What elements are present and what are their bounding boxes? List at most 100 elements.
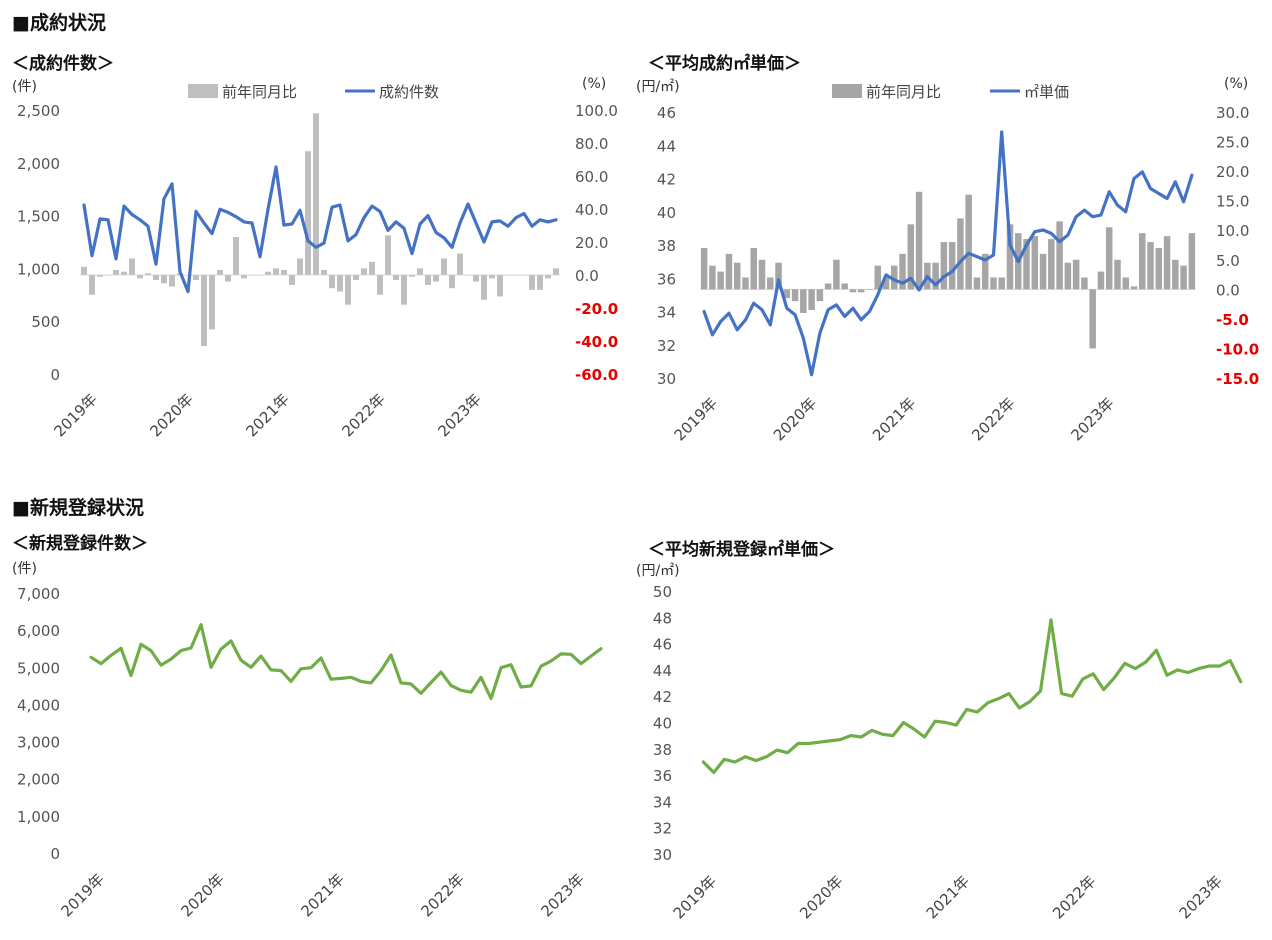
registration-count-left-tick: 2,000 xyxy=(17,771,60,789)
contract-price-bar xyxy=(758,259,766,290)
contract-price-bar xyxy=(915,191,923,290)
contract-price-bar xyxy=(816,289,824,302)
contract-count-bar xyxy=(233,237,239,275)
contract-count-legend-label: 前年同月比 xyxy=(222,83,297,101)
contract-price-bar xyxy=(899,253,906,290)
contract-price-right-tick: 15.0 xyxy=(1216,193,1249,211)
registration-price-left-tick: 34 xyxy=(653,793,672,811)
registration-price-left-tick: 44 xyxy=(653,662,672,680)
registration-price-left-tick: 38 xyxy=(653,741,672,759)
contract-price-bar xyxy=(742,277,749,290)
contract-price-bar xyxy=(866,289,873,290)
contract-price-bar xyxy=(857,289,865,293)
contract-price-bar xyxy=(1130,286,1138,290)
section-title-contracts: ■成約状況 xyxy=(12,12,106,34)
contract-count-bar xyxy=(321,270,327,275)
contract-price-left-tick: 42 xyxy=(657,171,676,189)
registration-count-line-series xyxy=(89,622,603,701)
contract-count-x-label: 2021年 xyxy=(242,390,292,440)
contract-price-x-label: 2023年 xyxy=(1067,394,1117,444)
contract-count-bar xyxy=(121,271,127,275)
contract-price-title: ＜平均成約㎡単価＞ xyxy=(648,54,801,74)
contract-count-line-series xyxy=(82,165,558,294)
contract-price-bar xyxy=(775,262,782,290)
contract-count-left-tick: 1,000 xyxy=(17,260,60,278)
contract-count-right-tick: 60.0 xyxy=(575,168,608,186)
registration-price-chart: 30 32 34 36 38 40 42 44 46 48 50 2019年 2020年 2021年 202… xyxy=(653,583,1243,922)
contract-count-bar xyxy=(545,275,551,279)
contract-count-bar xyxy=(433,275,439,282)
contract-count-bar xyxy=(505,275,511,276)
contract-count-bar xyxy=(129,258,135,275)
contract-price-bar xyxy=(891,265,898,290)
contract-count-left-tick: 500 xyxy=(31,313,60,331)
contract-price-bar xyxy=(800,289,807,313)
contract-price-right-tick: 25.0 xyxy=(1216,134,1249,152)
contract-count-x-label: 2023年 xyxy=(434,390,484,440)
contract-count-right-tick: 100.0 xyxy=(575,102,618,120)
registration-count-left-tick: 7,000 xyxy=(17,585,60,603)
contract-count-bar xyxy=(185,275,191,276)
contract-count-title: ＜成約件数＞ xyxy=(12,54,114,74)
contract-count-left-tick: 1,500 xyxy=(17,208,60,226)
contract-price-left-tick: 40 xyxy=(657,204,676,222)
contract-price-bar xyxy=(849,289,857,293)
registration-count-x-label: 2021年 xyxy=(297,870,347,920)
contract-price-bar xyxy=(1163,236,1171,290)
contract-count-bar xyxy=(513,275,519,276)
contract-count-bar xyxy=(361,268,367,275)
contract-count-bar xyxy=(441,258,447,275)
contract-count-right-tick: -20.0 xyxy=(575,300,618,318)
contract-count-bar xyxy=(369,261,375,275)
contract-price-bar xyxy=(1139,233,1146,290)
contract-count-bar xyxy=(225,275,231,282)
contract-price-bar xyxy=(750,247,757,290)
registration-price-left-tick: 42 xyxy=(653,688,672,706)
contract-count-bar xyxy=(113,270,119,275)
contract-price-bar xyxy=(932,262,939,290)
contract-price-bar xyxy=(957,218,964,290)
contract-count-left-tick: 0 xyxy=(50,366,60,384)
contract-price-bar xyxy=(973,277,981,290)
contract-price-chart: 30 32 34 36 38 40 42 44 46 -15.0 -10.0 -5.0 0.0 5.0 10… xyxy=(657,83,1259,444)
contract-count-legend-bar-swatch xyxy=(188,84,218,98)
registration-count-chart: 0 1,000 2,000 3,000 4,000 5,000 6,000 7,000 2019… xyxy=(17,585,603,920)
contract-count-bar xyxy=(81,266,87,275)
contract-price-x-label: 2022年 xyxy=(968,394,1018,444)
contract-price-bar xyxy=(1147,242,1154,290)
contract-count-bar xyxy=(425,275,431,285)
contract-count-bar xyxy=(497,275,503,297)
contract-price-bar xyxy=(1023,239,1030,290)
contract-count-bar xyxy=(409,275,415,277)
contract-count-bar xyxy=(161,275,167,284)
contract-price-bar xyxy=(1114,259,1121,290)
contract-count-bar xyxy=(137,275,143,279)
contract-price-left-unit: (円/㎡) xyxy=(636,79,680,95)
contract-price-right-unit: (%) xyxy=(1224,76,1249,92)
contract-price-right-tick: 5.0 xyxy=(1216,252,1240,270)
registration-count-x-label: 2022年 xyxy=(417,870,467,920)
contract-price-bar xyxy=(874,265,881,290)
contract-price-bar xyxy=(940,242,948,290)
contract-price-bar xyxy=(808,289,815,311)
contract-count-bar xyxy=(473,275,479,282)
contract-price-bar xyxy=(791,289,799,302)
contract-count-bar xyxy=(97,275,103,277)
registration-price-line-series xyxy=(701,618,1243,775)
contract-price-left-tick: 38 xyxy=(657,237,676,255)
contract-count-bar xyxy=(553,268,559,275)
registration-count-left-tick: 5,000 xyxy=(17,659,60,677)
contract-count-left-tick: 2,000 xyxy=(17,155,60,173)
contract-count-bar xyxy=(449,275,455,289)
contract-price-right-tick: -5.0 xyxy=(1216,311,1249,329)
contract-price-bar xyxy=(833,259,840,290)
contract-count-right-tick: 0.0 xyxy=(575,267,599,285)
contract-price-x-label: 2021年 xyxy=(869,394,919,444)
contract-count-bar xyxy=(401,275,407,305)
contract-price-bar xyxy=(1188,233,1196,290)
contract-price-bar xyxy=(783,289,791,299)
contract-price-left-tick: 30 xyxy=(657,370,676,388)
contract-price-bar xyxy=(717,271,724,290)
registration-count-left-tick: 6,000 xyxy=(17,622,60,640)
registration-count-x-label: 2019年 xyxy=(57,870,107,920)
